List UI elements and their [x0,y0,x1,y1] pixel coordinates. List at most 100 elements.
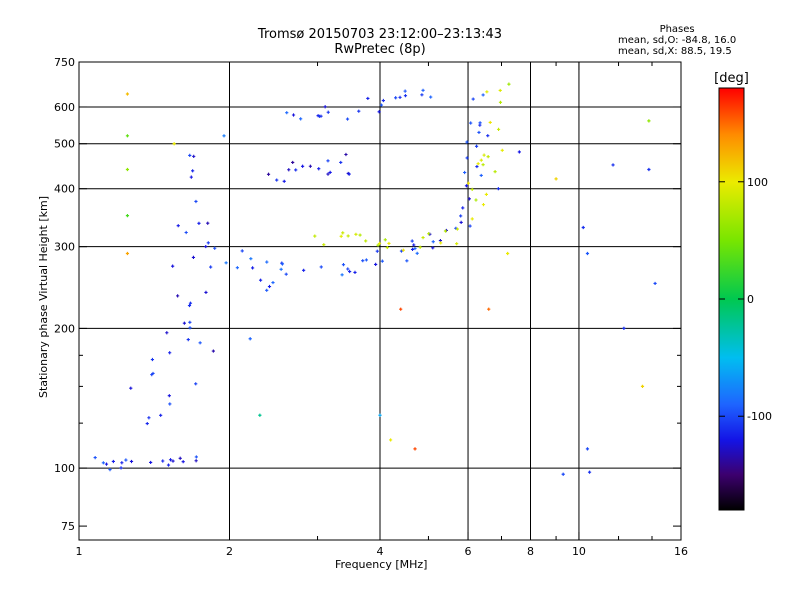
scatter-point [125,92,130,96]
trace-point [398,95,402,99]
trace-point [267,284,272,289]
y-tick-label: 400 [54,183,75,196]
trace-point [181,460,185,464]
colorbar-unit: [deg] [714,71,749,86]
x-tick-label: 4 [377,545,384,558]
x-tick-label: 16 [674,545,688,558]
scatter-point [647,119,651,123]
trace-point [381,98,385,103]
scatter-point [248,337,252,341]
trace-point [147,416,151,420]
trace-point [507,82,511,86]
trace-point [313,234,317,238]
trace-point [198,341,202,345]
trace-point [346,234,350,238]
trace-point [474,144,479,148]
trace-point [192,154,196,158]
trace-point [410,247,415,252]
trace-point [374,262,378,266]
data-layer [93,82,657,476]
trace-point [474,198,478,202]
trace-point [421,88,425,92]
trace-point [486,134,490,138]
scatter-point [125,167,130,172]
trace-point [265,260,269,264]
trace-point [475,164,479,169]
trace-point [405,259,409,263]
trace-point [194,459,198,463]
trace-point [467,197,471,201]
y-tick-label: 200 [54,322,75,335]
x-tick-label: 8 [527,545,534,558]
trace-point [319,114,323,118]
trace-point [250,266,255,270]
trace-point [493,170,497,174]
trace-point [477,130,481,135]
trace-point [346,267,350,271]
trace-point [240,249,244,253]
trace-point [399,249,404,253]
trace-point [466,181,471,185]
trace-point [479,158,483,162]
trace-point [171,264,175,268]
scatter-point [388,438,393,442]
scatter-point [125,134,130,138]
trace-point [104,462,109,466]
trace-point [486,155,490,159]
trace-point [308,164,312,168]
trace-point [481,163,485,167]
trace-point [165,331,169,335]
scatter-point [554,177,558,181]
trace-point [353,270,357,274]
trace-point [479,173,483,178]
trace-point [167,394,171,398]
trace-point [271,280,275,285]
trace-point [465,140,469,144]
trace-point [481,93,485,97]
trace-point [498,100,503,104]
trace-point [488,120,492,125]
scatter-point [517,150,521,154]
trace-point [258,278,263,282]
trace-point [249,257,253,261]
trace-point [403,94,408,98]
trace-point [357,109,361,113]
x-tick-label: 10 [572,545,586,558]
trace-point [168,351,172,355]
trace-point [421,236,425,240]
trace-point [294,168,298,172]
colorbar-tick-label: 100 [747,176,768,189]
trace-point [191,169,195,173]
trace-point [323,105,327,109]
trace-point [418,245,422,249]
trace-point [410,239,414,243]
trace-point [182,321,186,325]
trace-point [464,184,469,188]
trace-point [178,456,182,460]
echo-trace [129,326,215,426]
trace-point [285,111,289,115]
y-tick-label: 600 [54,101,75,114]
trace-point [184,230,188,235]
trace-point [465,156,469,160]
trace-point [455,227,459,231]
trace-point [500,148,504,152]
scatter-point [413,447,417,451]
trace-point [420,93,424,97]
trace-point [485,90,489,94]
trace-point [326,110,330,114]
trace-point [341,263,346,267]
colorbar-tick-label: 0 [747,293,754,306]
trace-point [194,199,198,204]
trace-point [387,241,391,246]
trace-point [455,242,459,246]
y-tick-label: 300 [54,241,75,254]
trace-point [266,172,271,176]
phase-line-x: mean, sd,X: 88.5, 19.5 [618,46,732,57]
trace-point [413,246,417,251]
trace-point [463,170,467,175]
trace-point [291,113,296,117]
trace-point [186,337,190,342]
y-tick-label: 500 [54,138,75,151]
trace-point [403,89,407,93]
